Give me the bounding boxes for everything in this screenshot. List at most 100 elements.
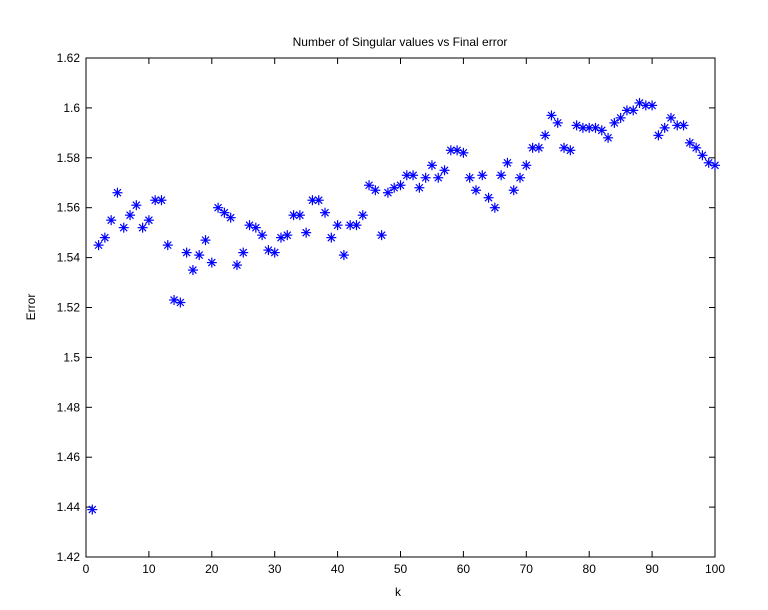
y-tick-label: 1.48 xyxy=(57,400,81,414)
data-point xyxy=(515,172,526,183)
data-point xyxy=(194,250,205,261)
data-point xyxy=(395,180,406,191)
y-tick-label: 1.46 xyxy=(57,450,81,464)
chart-title: Number of Singular values vs Final error xyxy=(293,35,508,49)
x-tick-label: 20 xyxy=(205,562,219,576)
data-point xyxy=(433,172,444,183)
data-point xyxy=(257,230,268,241)
x-tick-label: 60 xyxy=(457,562,471,576)
data-point xyxy=(665,112,676,123)
data-point xyxy=(508,185,519,196)
data-point xyxy=(710,160,720,171)
data-point xyxy=(351,220,362,231)
data-point xyxy=(483,192,494,203)
data-point xyxy=(156,195,167,206)
data-point xyxy=(99,232,110,243)
data-point xyxy=(93,240,104,251)
data-point xyxy=(250,222,261,233)
x-tick-label: 50 xyxy=(394,562,408,576)
data-point xyxy=(131,200,142,211)
x-tick-label: 90 xyxy=(645,562,659,576)
data-point xyxy=(320,207,331,218)
x-axis-ticks: 0 10 20 30 40 50 60 70 80 90 100 xyxy=(83,58,725,576)
data-point xyxy=(269,247,280,258)
data-point xyxy=(382,187,393,198)
x-tick-label: 0 xyxy=(83,562,90,576)
data-point xyxy=(213,202,224,213)
x-tick-label: 30 xyxy=(268,562,282,576)
data-point xyxy=(187,265,198,276)
data-point xyxy=(364,180,375,191)
data-point xyxy=(464,172,475,183)
x-tick-label: 10 xyxy=(142,562,156,576)
data-point xyxy=(294,210,305,221)
data-point xyxy=(225,212,236,223)
data-point xyxy=(552,117,563,128)
data-point xyxy=(238,247,249,258)
data-point xyxy=(338,250,349,261)
data-point xyxy=(206,257,217,268)
data-point xyxy=(596,125,607,136)
y-tick-label: 1.6 xyxy=(63,101,80,115)
x-tick-label: 100 xyxy=(705,562,725,576)
data-point xyxy=(533,142,544,153)
data-point xyxy=(282,230,293,241)
data-point xyxy=(426,160,437,171)
data-point xyxy=(181,247,192,258)
data-point xyxy=(332,220,343,231)
data-point xyxy=(275,232,286,243)
x-axis-label: k xyxy=(395,585,402,599)
data-point xyxy=(219,207,230,218)
y-tick-label: 1.42 xyxy=(57,550,81,564)
data-point xyxy=(697,150,708,161)
data-point xyxy=(137,222,148,233)
data-point xyxy=(313,195,324,206)
data-point xyxy=(87,504,98,515)
data-point xyxy=(112,187,123,198)
data-point xyxy=(502,157,513,168)
y-tick-label: 1.5 xyxy=(63,350,80,364)
data-point xyxy=(565,145,576,156)
data-point xyxy=(647,100,658,111)
data-point xyxy=(118,222,129,233)
data-point xyxy=(458,147,469,158)
y-tick-label: 1.44 xyxy=(57,500,81,514)
data-point xyxy=(326,232,337,243)
data-point xyxy=(200,235,211,246)
data-point xyxy=(414,182,425,193)
y-axis-ticks: 1.42 1.44 1.46 1.48 1.5 1.52 1.54 1.56 1.58 1.6 1.… xyxy=(57,51,715,564)
x-tick-label: 80 xyxy=(583,562,597,576)
data-point xyxy=(540,130,551,141)
data-point xyxy=(684,137,695,148)
y-axis-label: Error xyxy=(24,294,38,321)
data-point xyxy=(659,122,670,133)
data-point xyxy=(106,215,117,226)
data-point xyxy=(489,202,500,213)
data-point xyxy=(653,130,664,141)
data-points xyxy=(87,97,720,515)
data-point xyxy=(672,120,683,131)
plot-area xyxy=(85,57,716,558)
x-tick-label: 40 xyxy=(331,562,345,576)
y-tick-label: 1.52 xyxy=(57,301,81,315)
data-point xyxy=(628,105,639,116)
data-point xyxy=(143,215,154,226)
data-point xyxy=(439,165,450,176)
data-point xyxy=(546,110,557,121)
data-point xyxy=(496,170,507,181)
y-tick-label: 1.62 xyxy=(57,51,81,65)
data-point xyxy=(470,185,481,196)
data-point xyxy=(357,210,368,221)
data-point xyxy=(345,220,356,231)
data-point xyxy=(603,132,614,143)
data-point xyxy=(301,227,312,238)
data-point xyxy=(521,160,532,171)
data-point xyxy=(477,170,488,181)
data-point xyxy=(621,105,632,116)
data-point xyxy=(370,185,381,196)
data-point xyxy=(615,112,626,123)
data-point xyxy=(408,170,419,181)
data-point xyxy=(420,172,431,183)
data-point xyxy=(175,297,186,308)
